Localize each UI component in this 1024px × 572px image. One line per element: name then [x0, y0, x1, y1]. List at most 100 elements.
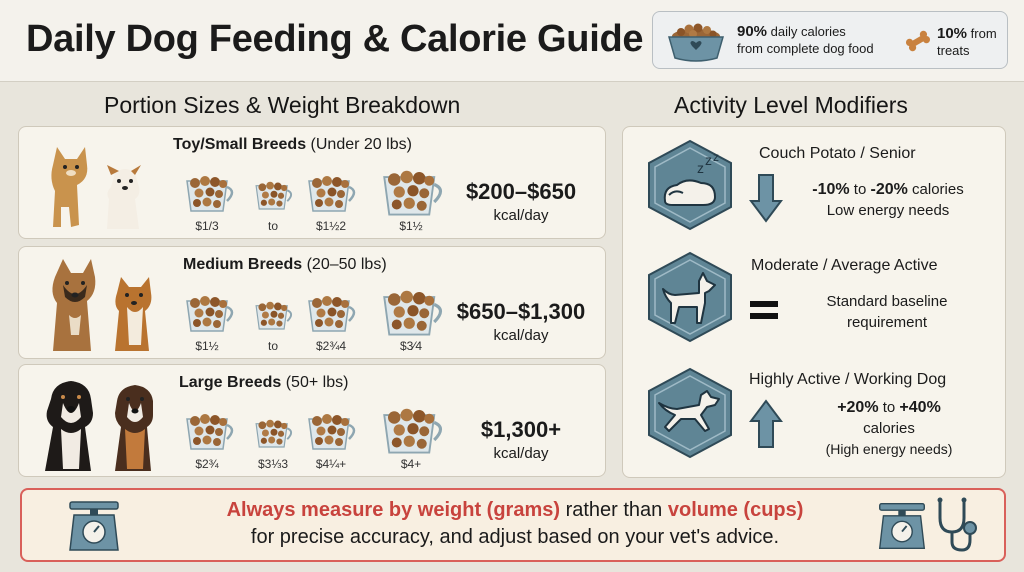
medium-dogs-icon — [52, 259, 152, 351]
treats-text-2: treats — [937, 43, 970, 58]
pct-a: -10% — [812, 181, 850, 198]
pct-mid: to — [878, 399, 900, 416]
complete-food-pct: 90% — [737, 23, 768, 40]
food-bowl-icon — [668, 23, 724, 62]
complete-food-ratio: 90% daily calories from complete dog foo… — [737, 23, 874, 57]
running-dog-icon — [648, 367, 732, 459]
cup-label: $1½ — [399, 219, 423, 233]
activity-title: Moderate / Average Active — [751, 257, 938, 274]
cup-label: $1/3 — [195, 219, 219, 233]
complete-food-text-1: daily calories — [770, 24, 846, 39]
measuring-cup-icon — [383, 290, 443, 336]
measurement-tip-banner: Always measure by weight (grams) rather … — [20, 488, 1006, 562]
breed-card-large: Large Breeds (50+ lbs) — [18, 364, 606, 477]
breed-title: Toy/Small Breeds (Under 20 lbs) — [173, 136, 412, 154]
activity-card: z z z Couch Potato / Senior -10% to -20%… — [622, 126, 1006, 478]
treats-ratio: 10% from treats — [937, 25, 997, 59]
calorie-ratio-box: 90% daily calories from complete dog foo… — [652, 11, 1008, 69]
arrow-down-icon — [749, 174, 783, 223]
measuring-cup-icon — [255, 181, 293, 210]
tip-mid: rather than — [560, 499, 668, 521]
cup-label: $1½2 — [315, 219, 347, 233]
cup-label: $2¾ — [195, 457, 219, 471]
breed-name: Large Breeds — [179, 374, 282, 391]
breed-range: (50+ lbs) — [285, 374, 349, 391]
breed-range: (20–50 lbs) — [306, 256, 387, 273]
cup-row: $1/3 to $1½2 $1½ — [183, 169, 451, 235]
activity-desc: Standard baseline requirement — [787, 291, 987, 333]
activity-line2: Low energy needs — [826, 202, 950, 219]
cup-row: $1½ to $2¾4 $3⁄4 — [183, 289, 451, 355]
measuring-cup-icon — [383, 170, 443, 216]
cup-label: $1½ — [195, 339, 219, 353]
breed-title: Medium Breeds (20–50 lbs) — [183, 256, 387, 274]
header: Daily Dog Feeding & Calorie Guide 90% da… — [0, 0, 1024, 82]
measuring-cup-icon — [186, 176, 234, 212]
tip-line-1: Always measure by weight (grams) rather … — [22, 499, 1008, 522]
activity-section-title: Activity Level Modifiers — [674, 92, 908, 118]
activity-line1: Standard baseline — [826, 293, 948, 310]
breed-name: Toy/Small Breeds — [173, 136, 307, 153]
cup-row: $2¾ $3⅓3 $4¼+ $4+ — [183, 407, 451, 473]
breed-title: Large Breeds (50+ lbs) — [179, 374, 348, 392]
svg-text:z: z — [697, 160, 704, 176]
kitchen-scale-icon — [69, 501, 119, 551]
portion-section-title: Portion Sizes & Weight Breakdown — [104, 92, 461, 118]
treats-text-1: from — [970, 26, 997, 41]
cup-label: to — [267, 339, 278, 353]
bone-treat-icon — [905, 30, 931, 52]
pct-b: -20% — [870, 181, 908, 198]
activity-line3: (High energy needs) — [825, 441, 953, 457]
tip-highlight-weight: Always measure by weight (grams) — [226, 499, 561, 521]
stethoscope-icon — [937, 497, 977, 552]
svg-text:z: z — [705, 152, 712, 168]
cup-label: $3⁄4 — [399, 339, 423, 353]
activity-line2: calories — [863, 420, 915, 437]
kcal-value: $1,300+ — [480, 417, 562, 442]
treats-pct: 10% — [937, 25, 968, 42]
cup-label: $3⅓3 — [257, 457, 289, 471]
pct-mid: to — [849, 181, 871, 198]
cup-label: $4+ — [400, 457, 422, 471]
sleeping-dog-icon: z z z — [648, 139, 732, 231]
measuring-cup-icon — [308, 176, 356, 212]
breed-card-small: Toy/Small Breeds (Under 20 lbs) — [18, 126, 606, 239]
tip-line-2: for precise accuracy, and adjust based o… — [250, 526, 780, 548]
measuring-cup-icon — [308, 414, 356, 450]
measuring-cup-icon — [186, 296, 234, 332]
large-dogs-icon — [45, 381, 153, 471]
breed-range: (Under 20 lbs) — [310, 136, 412, 153]
kcal-unit: kcal/day — [493, 207, 549, 224]
standing-dog-icon — [648, 251, 732, 343]
measuring-cup-icon — [255, 419, 293, 448]
equals-icon — [750, 301, 778, 319]
cup-label: $4¼+ — [315, 457, 347, 471]
measuring-cup-icon — [383, 408, 443, 454]
kitchen-scale-icon — [878, 503, 926, 549]
pct-suffix: calories — [907, 181, 964, 198]
page-title: Daily Dog Feeding & Calorie Guide — [26, 18, 644, 60]
complete-food-text-2: from complete dog food — [737, 41, 874, 56]
activity-title: Highly Active / Working Dog — [749, 371, 947, 388]
breed-card-medium: Medium Breeds (20–50 lbs) — [18, 246, 606, 359]
pct-a: +20% — [837, 399, 879, 416]
kcal-unit: kcal/day — [493, 445, 549, 462]
cup-label: to — [267, 219, 278, 233]
kcal-value: $200–$650 — [465, 179, 577, 204]
measuring-cup-icon — [255, 301, 293, 330]
small-dogs-icon — [51, 147, 141, 229]
cup-label: $2¾4 — [315, 339, 347, 353]
activity-desc: +20% to +40% calories (High energy needs… — [783, 397, 995, 460]
activity-line2: requirement — [846, 314, 928, 331]
kcal-value: $650–$1,300 — [456, 299, 586, 324]
measuring-cup-icon — [308, 296, 356, 332]
activity-desc: -10% to -20% calories Low energy needs — [783, 179, 993, 221]
svg-text:z: z — [713, 150, 719, 164]
arrow-up-icon — [749, 399, 783, 448]
breed-name: Medium Breeds — [183, 256, 303, 273]
activity-title: Couch Potato / Senior — [759, 145, 916, 162]
kcal-unit: kcal/day — [493, 327, 549, 344]
measuring-cup-icon — [186, 414, 234, 450]
pct-b: +40% — [899, 399, 941, 416]
tip-highlight-volume: volume (cups) — [667, 499, 804, 521]
